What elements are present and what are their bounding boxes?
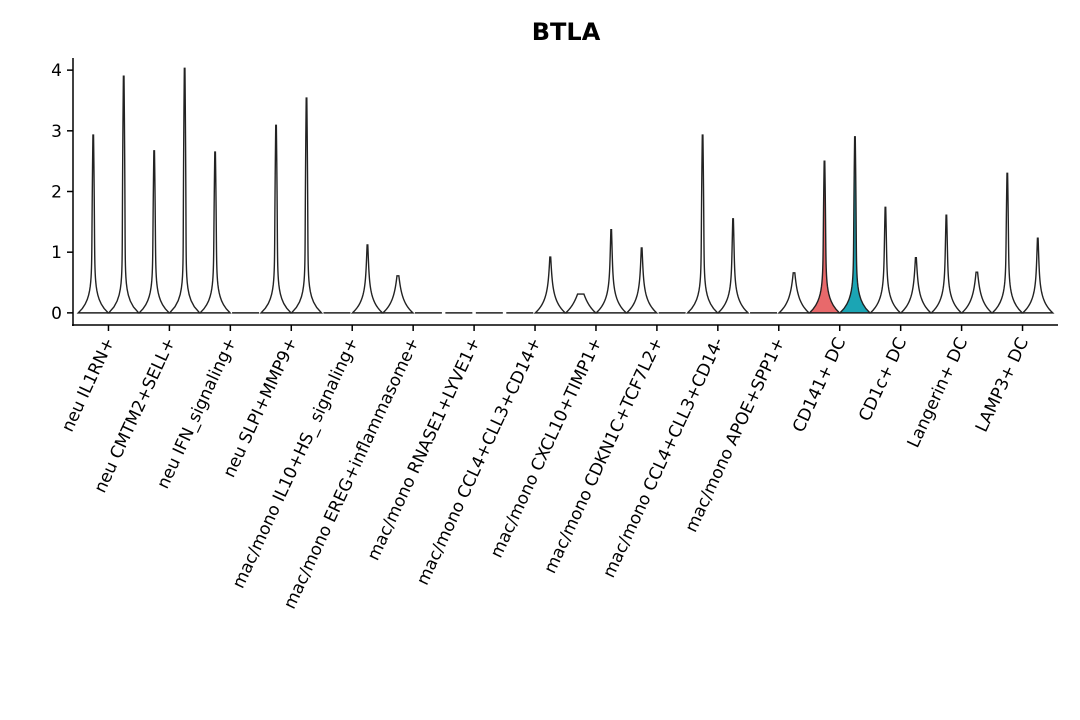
y-tick-label: 0 — [51, 304, 62, 324]
x-tick-label: mac/mono RNASE1+LYVE1+ — [364, 335, 485, 564]
violin — [350, 244, 385, 314]
y-tick-label: 4 — [51, 61, 62, 81]
violin — [594, 229, 628, 314]
violin — [960, 271, 994, 314]
violin — [381, 275, 415, 314]
x-tick-label: neu IL1RN+ — [58, 335, 119, 435]
x-tick-label: mac/mono CCL4+CLL3+CD14- — [599, 335, 728, 581]
violin — [1021, 237, 1055, 314]
violin — [76, 134, 110, 314]
violin — [868, 206, 903, 314]
x-tick-label: mac/mono CCL4+CLL3+CD14+ — [413, 335, 545, 589]
y-tick-label: 2 — [51, 183, 62, 203]
violin — [929, 214, 964, 314]
violin — [168, 67, 202, 314]
violin — [533, 256, 568, 314]
violin — [899, 256, 933, 314]
violin — [259, 124, 293, 314]
chart-title: BTLA — [532, 18, 601, 46]
violin — [198, 151, 232, 314]
x-tick-label: CD1c+ DC — [855, 335, 911, 425]
y-tick-label: 3 — [51, 122, 62, 142]
violin — [289, 97, 324, 314]
violin — [807, 160, 842, 314]
violin — [990, 172, 1024, 314]
x-tick-label: Langerin+ DC — [904, 335, 972, 451]
y-tick-label: 1 — [51, 243, 62, 263]
violin — [624, 247, 659, 314]
violin — [838, 136, 872, 314]
x-tick-label: mac/mono IL10+HS_ signaling+ — [229, 335, 363, 592]
violin — [686, 134, 720, 314]
violin — [107, 75, 141, 314]
x-tick-label: mac/mono CXCL10+TIMP1+ — [487, 335, 607, 561]
violin — [777, 272, 811, 314]
x-tick-label: mac/mono CDKN1C+TCF7L2+ — [540, 335, 667, 577]
violin — [716, 218, 750, 314]
x-tick-label: CD141+ DC — [789, 335, 850, 436]
x-tick-label: LAMP3+ DC — [972, 335, 1033, 436]
violin — [137, 150, 171, 314]
violin — [563, 293, 598, 314]
